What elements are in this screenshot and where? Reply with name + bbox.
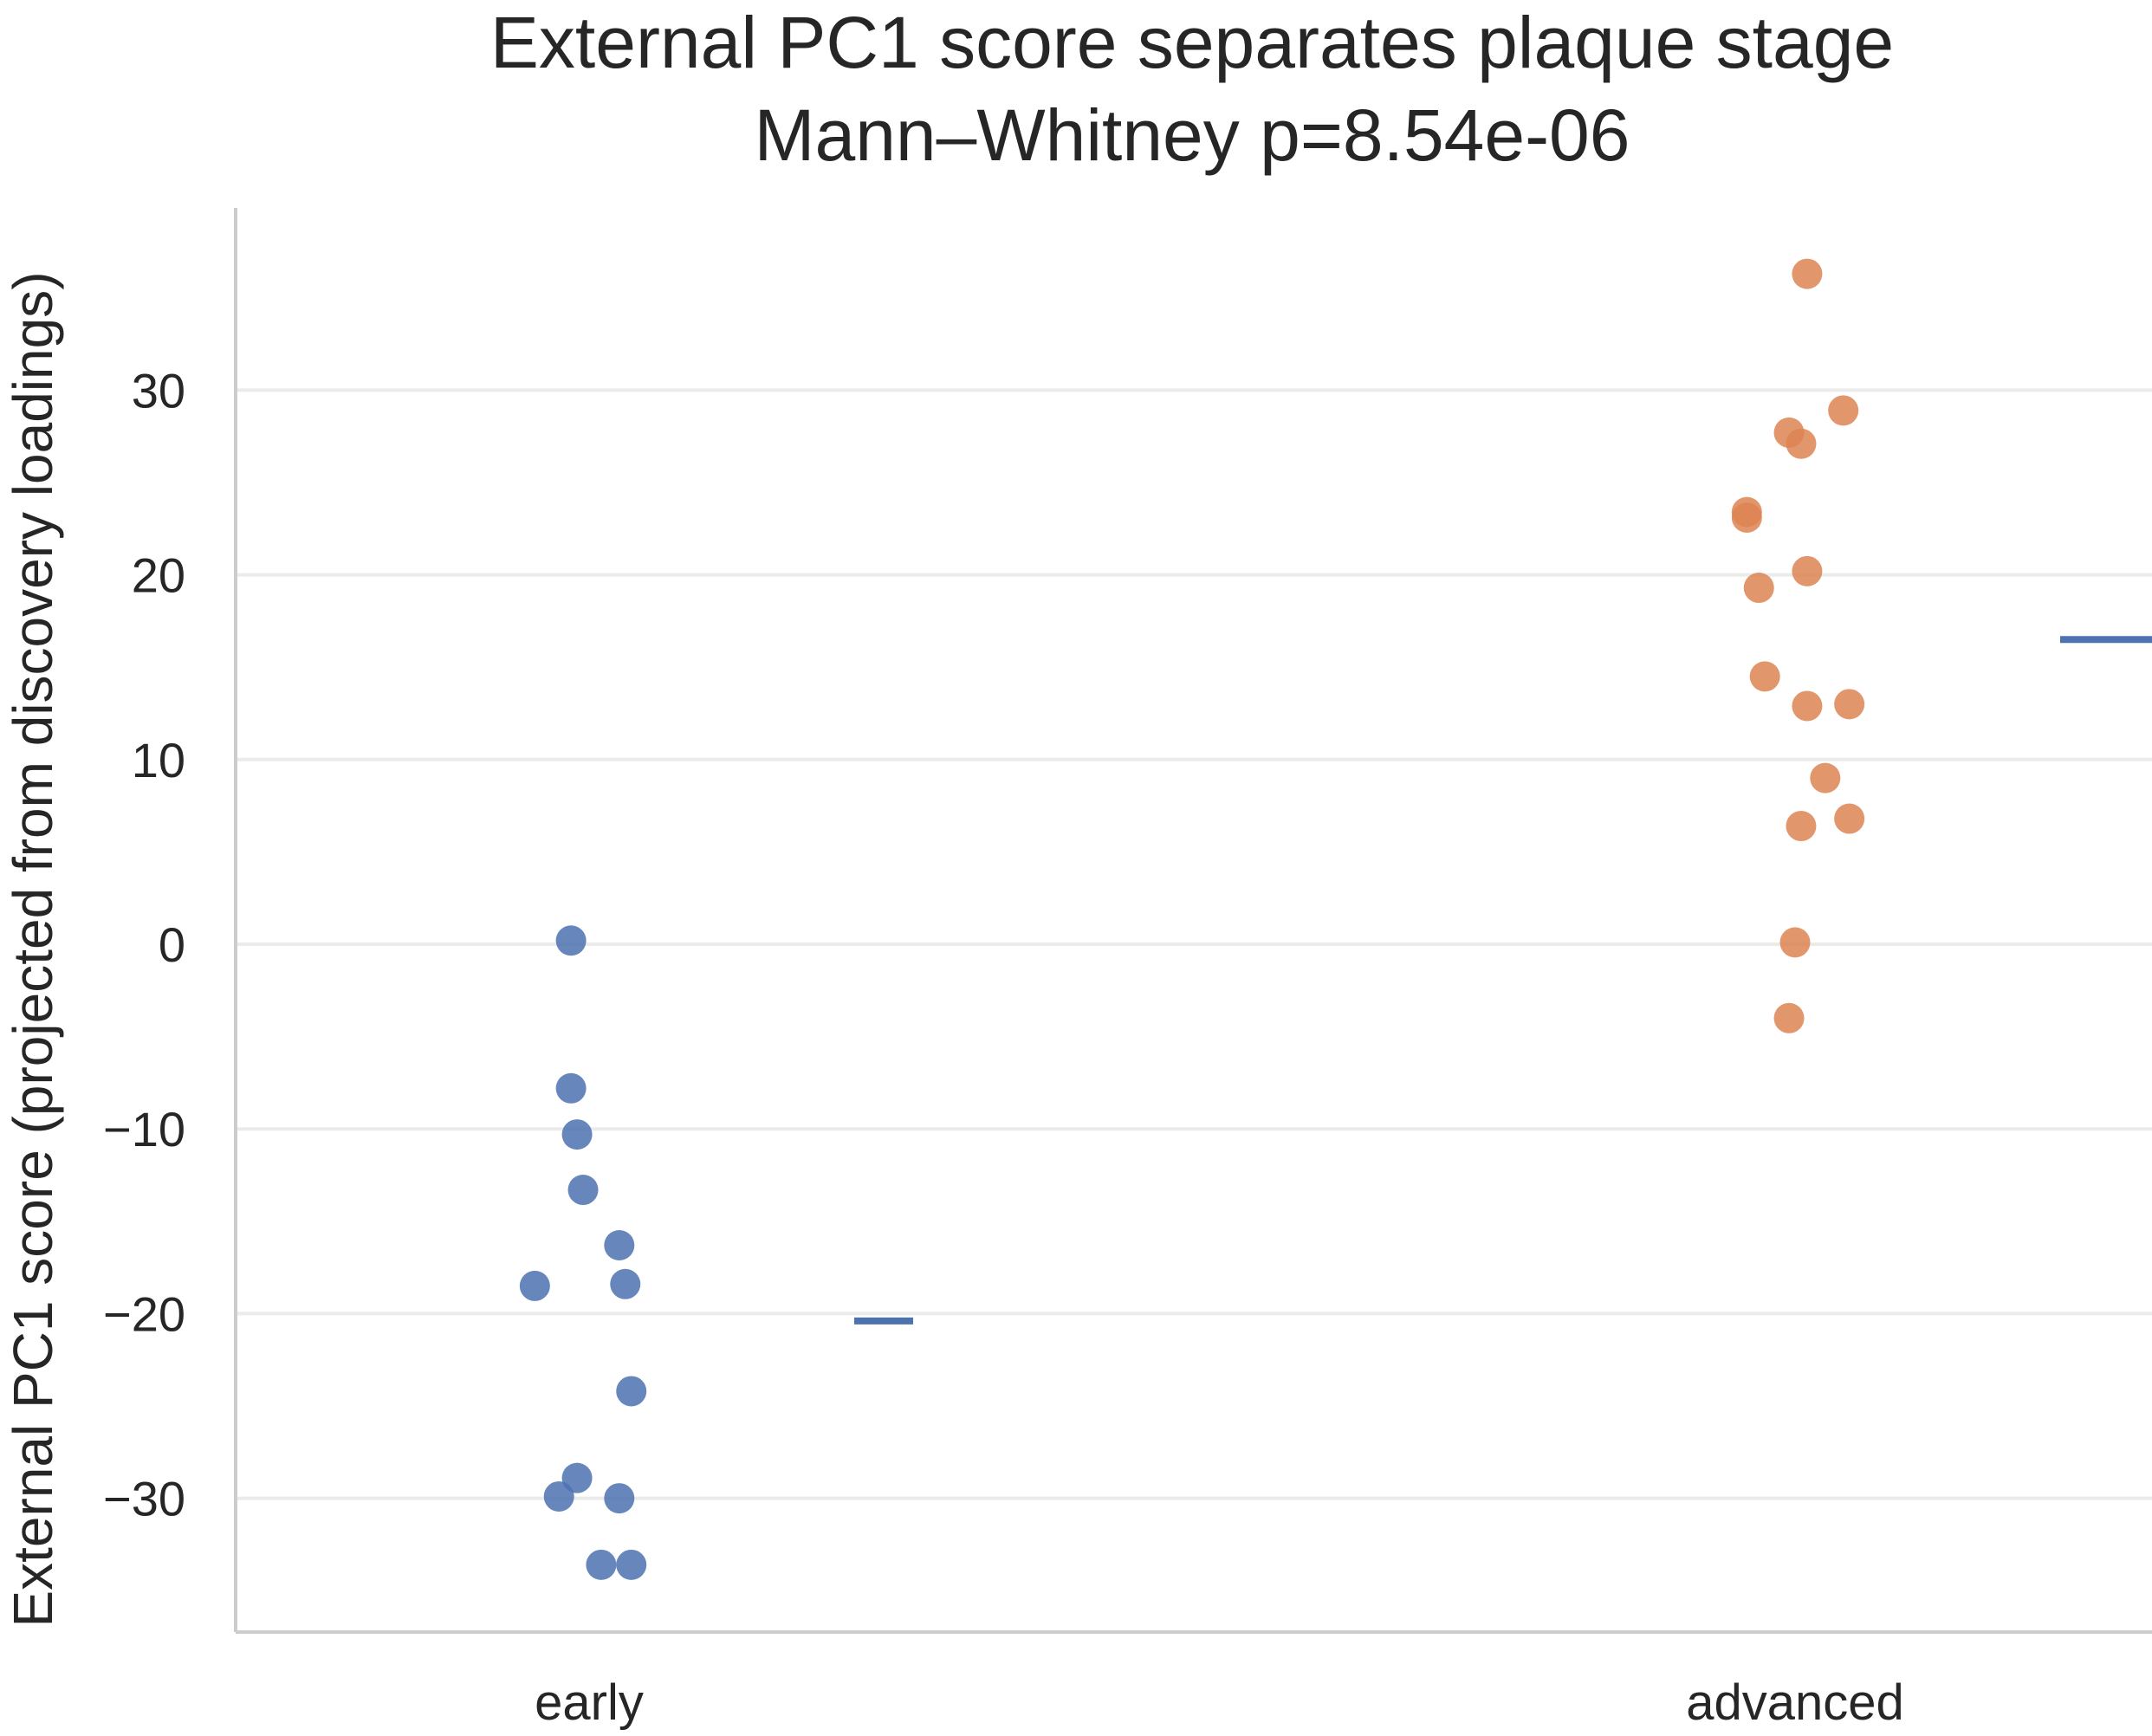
data-point-advanced [1834,803,1865,834]
data-point-advanced [1773,1002,1805,1033]
data-point-advanced [1731,502,1762,534]
y-tick-label: 0 [159,917,185,972]
y-tick-label: −10 [103,1102,185,1156]
data-point-early [616,1549,647,1580]
data-point-advanced [1779,927,1811,958]
data-point-early [555,1072,587,1104]
data-point-early [519,1270,550,1301]
median-layer [854,636,2152,1325]
y-tick-label: −20 [103,1286,185,1341]
data-point-advanced [1828,395,1859,426]
data-point-advanced [1786,428,1817,459]
data-point-advanced [1786,811,1817,842]
data-point-early [610,1268,641,1299]
data-point-advanced [1743,573,1774,604]
data-point-advanced [1810,762,1841,794]
axis-layer: −30 −20 −10 0 10 20 30 early advanced [103,208,2152,1731]
data-point-early [561,1119,593,1150]
grid-layer [236,388,2152,1500]
y-tick-label: −30 [103,1472,185,1526]
data-point-advanced [1792,690,1823,722]
data-point-advanced [1792,555,1823,586]
data-point-early [555,925,587,956]
data-point-early [543,1480,574,1512]
data-point-early [604,1230,635,1261]
chart-title: External PC1 score separates plaque stag… [490,2,1894,83]
data-point-early [604,1483,635,1514]
x-tick-label-early: early [535,1674,644,1731]
y-axis-label: External PC1 score (projected from disco… [2,271,64,1627]
points-layer [519,258,1865,1580]
data-point-advanced [1749,661,1780,692]
data-point-early [567,1175,599,1206]
y-tick-label: 20 [132,548,185,603]
chart-subtitle: Mann–Whitney p=8.54e-06 [755,94,1630,176]
data-point-advanced [1834,689,1865,720]
y-tick-label: 30 [132,363,185,418]
x-tick-label-advanced: advanced [1686,1674,1904,1731]
y-tick-label: 10 [132,733,185,787]
data-point-early [586,1549,617,1580]
data-point-advanced [1792,258,1823,289]
data-point-early [616,1376,647,1407]
